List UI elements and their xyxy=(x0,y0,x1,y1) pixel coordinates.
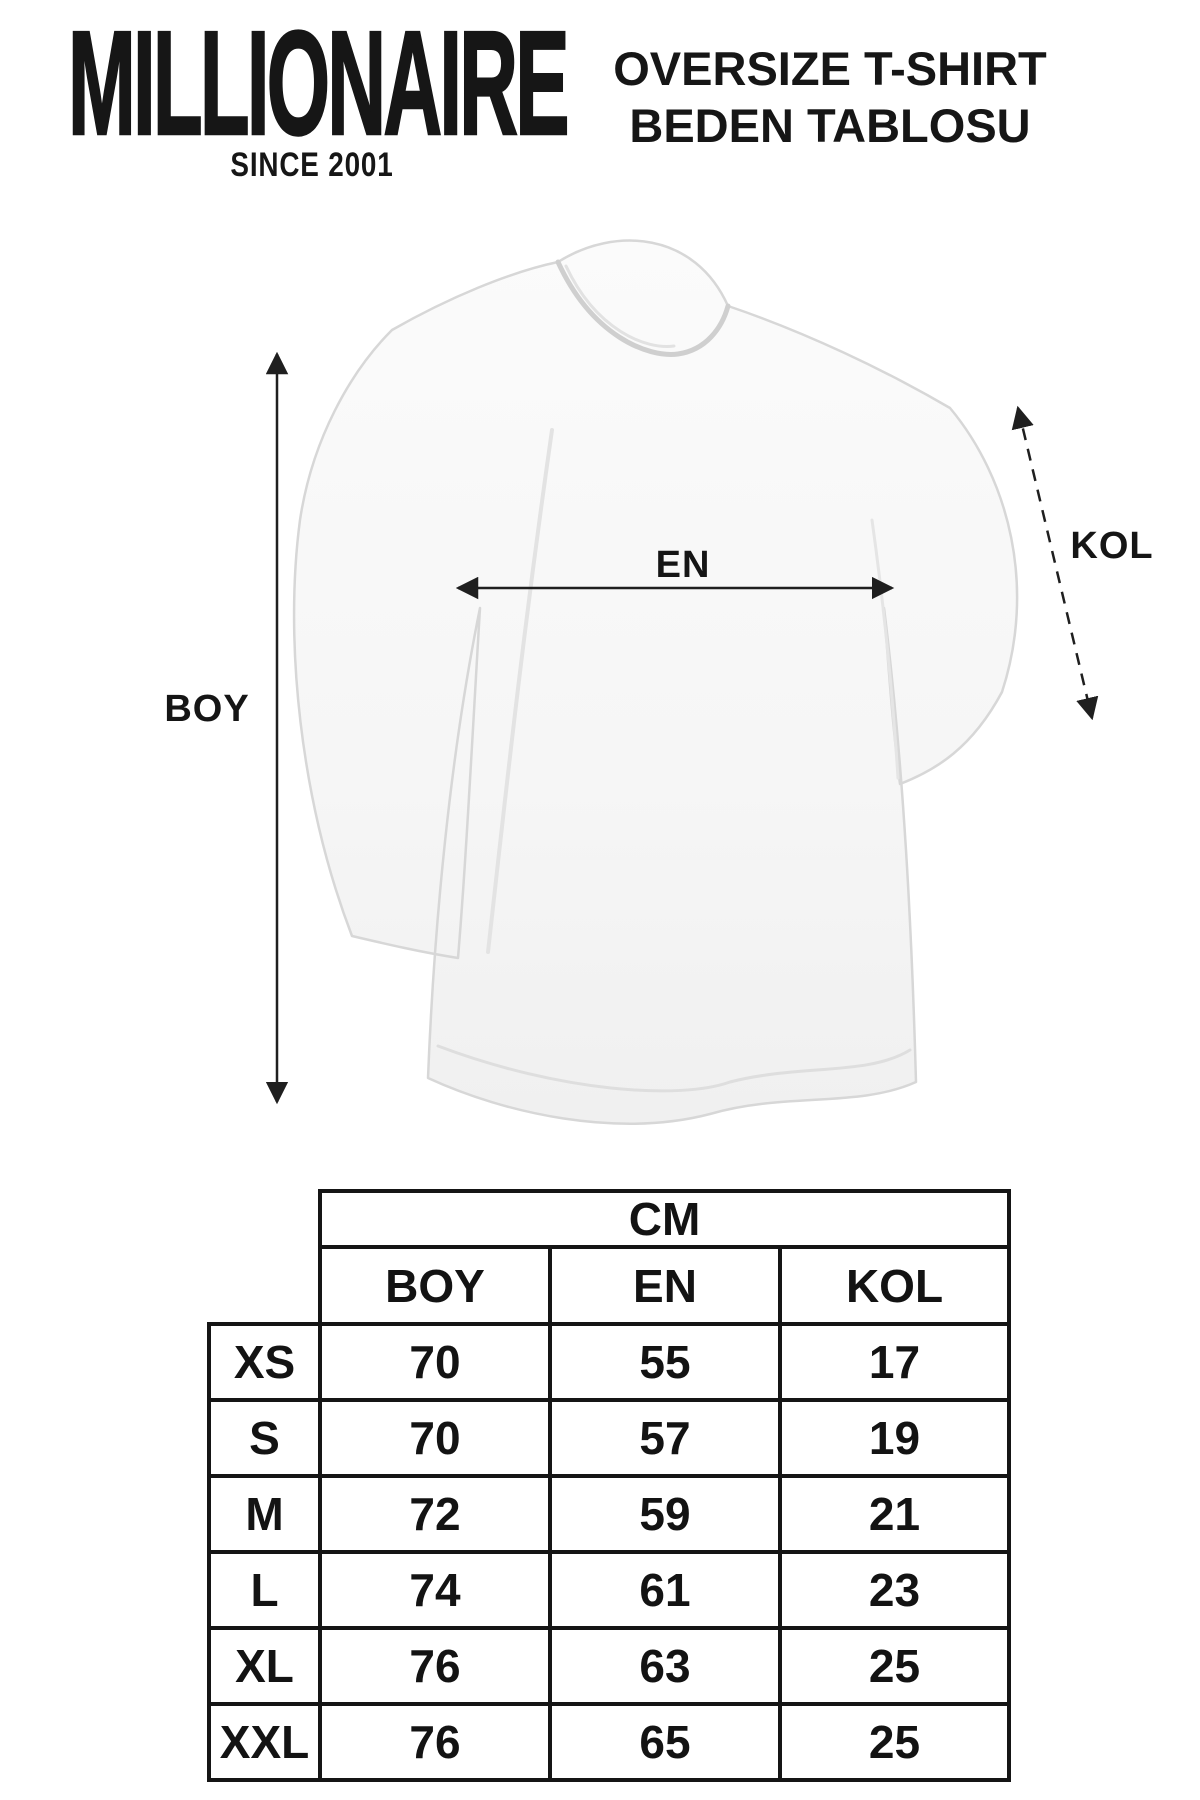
kol-value: 21 xyxy=(777,1474,1012,1554)
right-sleeve-crease xyxy=(870,518,900,780)
en-value: 57 xyxy=(548,1398,782,1478)
title-line-2: BEDEN TABLOSU xyxy=(629,99,1031,153)
boy-value: 70 xyxy=(318,1398,552,1478)
unit-header-row: CM xyxy=(209,1189,1012,1249)
boy-value: 74 xyxy=(318,1550,552,1630)
kol-value: 25 xyxy=(777,1626,1012,1706)
kol-arrow xyxy=(1011,405,1099,721)
left-sleeve-crease xyxy=(486,428,554,954)
page-title: OVERSIZE T-SHIRT BEDEN TABLOSU xyxy=(613,40,1047,155)
size-label: L xyxy=(207,1550,322,1630)
size-label: M xyxy=(207,1474,322,1554)
hem-seam xyxy=(436,1044,912,1093)
size-row-xxl: XXL 76 65 25 xyxy=(207,1702,1012,1782)
en-value: 65 xyxy=(548,1702,782,1782)
table-corner-spacer xyxy=(209,1247,320,1324)
boy-value: 76 xyxy=(318,1626,552,1706)
kol-value: 23 xyxy=(777,1550,1012,1630)
en-label: EN xyxy=(656,544,711,586)
column-header-row: BOY EN KOL xyxy=(209,1245,1012,1326)
size-row-l: L 74 61 23 xyxy=(207,1550,1012,1630)
size-label: XL xyxy=(207,1626,322,1706)
col-header-en: EN xyxy=(548,1245,782,1326)
boy-value: 70 xyxy=(318,1322,552,1402)
size-row-s: S 70 57 19 xyxy=(207,1398,1012,1478)
kol-value: 19 xyxy=(777,1398,1012,1478)
en-value: 55 xyxy=(548,1322,782,1402)
brand-wordmark: MILLIONAIRE xyxy=(67,1,570,166)
tshirt-measurement-diagram: BOY EN KOL xyxy=(164,239,1153,1125)
size-row-xl: XL 76 63 25 xyxy=(207,1626,1012,1706)
size-row-m: M 72 59 21 xyxy=(207,1474,1012,1554)
size-label: S xyxy=(207,1398,322,1478)
size-row-xs: XS 70 55 17 xyxy=(207,1322,1012,1402)
size-label: XS xyxy=(207,1322,322,1402)
unit-header-cell: CM xyxy=(317,1189,1012,1249)
col-header-boy: BOY xyxy=(318,1245,552,1326)
col-header-kol: KOL xyxy=(777,1245,1012,1326)
kol-label: KOL xyxy=(1070,525,1153,567)
boy-label: BOY xyxy=(164,688,249,730)
size-label: XXL xyxy=(207,1702,322,1782)
kol-value: 17 xyxy=(777,1322,1012,1402)
title-line-1: OVERSIZE T-SHIRT xyxy=(613,42,1047,95)
boy-value: 72 xyxy=(318,1474,552,1554)
table-corner-spacer xyxy=(209,1191,320,1247)
boy-value: 76 xyxy=(318,1702,552,1782)
size-table: CM BOY EN KOL XS 70 55 17 S 70 57 19 M 7… xyxy=(207,1189,1012,1782)
tshirt-body xyxy=(292,239,1019,1125)
en-value: 61 xyxy=(548,1550,782,1630)
collar-band-line xyxy=(564,264,676,348)
collar-line xyxy=(555,259,731,357)
brand-tagline: SINCE 2001 xyxy=(230,146,394,184)
kol-value: 25 xyxy=(777,1702,1012,1782)
en-value: 63 xyxy=(548,1626,782,1706)
en-value: 59 xyxy=(548,1474,782,1554)
